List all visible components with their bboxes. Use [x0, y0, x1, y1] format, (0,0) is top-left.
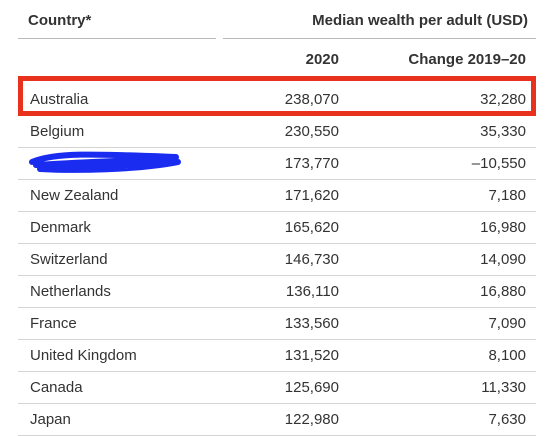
change-cell: –10,550	[471, 155, 526, 172]
country-cell: United Kingdom	[30, 347, 137, 364]
change-cell: 8,100	[488, 347, 526, 364]
change-cell: 16,980	[480, 219, 526, 236]
wealth-2020-cell: 165,620	[284, 219, 339, 236]
table-row: Netherlands 136,110 16,880	[18, 276, 536, 308]
header-divider-right	[223, 38, 536, 39]
wealth-2020-cell: 230,550	[284, 123, 339, 140]
table-row: Denmark 165,620 16,980	[18, 212, 536, 244]
change-cell: 35,330	[480, 123, 526, 140]
wealth-2020-cell: 133,560	[284, 315, 339, 332]
wealth-2020-cell: 125,690	[284, 379, 339, 396]
change-cell: 7,630	[488, 411, 526, 428]
wealth-2020-cell: 173,770	[284, 155, 339, 172]
table-row: Japan 122,980 7,630	[18, 404, 536, 436]
year-2020-header: 2020	[305, 51, 339, 68]
change-cell: 32,280	[480, 91, 526, 108]
table-row: Belgium 230,550 35,330	[18, 116, 536, 148]
header-divider-left	[18, 38, 216, 39]
change-cell: 11,330	[481, 379, 526, 396]
table-row: Canada 125,690 11,330	[18, 372, 536, 404]
change-header: Change 2019–20	[408, 51, 526, 68]
country-cell: Switzerland	[30, 251, 108, 268]
change-cell: 14,090	[480, 251, 526, 268]
change-cell: 7,180	[488, 187, 526, 204]
table-body: Australia 238,070 32,280 Belgium 230,550…	[18, 84, 536, 436]
country-cell: Belgium	[30, 123, 85, 140]
country-cell: New Zealand	[30, 187, 119, 204]
change-cell: 7,090	[488, 315, 526, 332]
country-cell: France	[30, 315, 77, 332]
country-cell: Netherlands	[30, 283, 111, 300]
table-row: France 133,560 7,090	[18, 308, 536, 340]
median-wealth-header: Median wealth per adult (USD)	[312, 12, 528, 29]
country-cell: Canada	[30, 379, 83, 396]
change-cell: 16,880	[480, 283, 526, 300]
table-row: Australia 238,070 32,280	[18, 84, 536, 116]
wealth-table: Country* Median wealth per adult (USD) 2…	[18, 0, 536, 436]
table-row: New Zealand 171,620 7,180	[18, 180, 536, 212]
wealth-2020-cell: 136,110	[285, 283, 339, 300]
country-cell: Australia	[30, 91, 89, 108]
table-header-top: Country* Median wealth per adult (USD)	[18, 0, 536, 42]
table-header-sub: 2020 Change 2019–20	[18, 42, 536, 78]
table-row: Switzerland 146,730 14,090	[18, 244, 536, 276]
wealth-2020-cell: 171,620	[284, 187, 339, 204]
country-column-header: Country*	[28, 12, 92, 29]
country-cell: Denmark	[30, 219, 91, 236]
wealth-2020-cell: 146,730	[284, 251, 339, 268]
table-row: 173,770 –10,550	[18, 148, 536, 180]
wealth-2020-cell: 131,520	[284, 347, 339, 364]
redaction-scribble	[29, 151, 181, 173]
wealth-2020-cell: 238,070	[284, 91, 339, 108]
header-divider	[18, 77, 536, 78]
country-cell: Japan	[30, 411, 71, 428]
table-row: United Kingdom 131,520 8,100	[18, 340, 536, 372]
wealth-2020-cell: 122,980	[284, 411, 339, 428]
